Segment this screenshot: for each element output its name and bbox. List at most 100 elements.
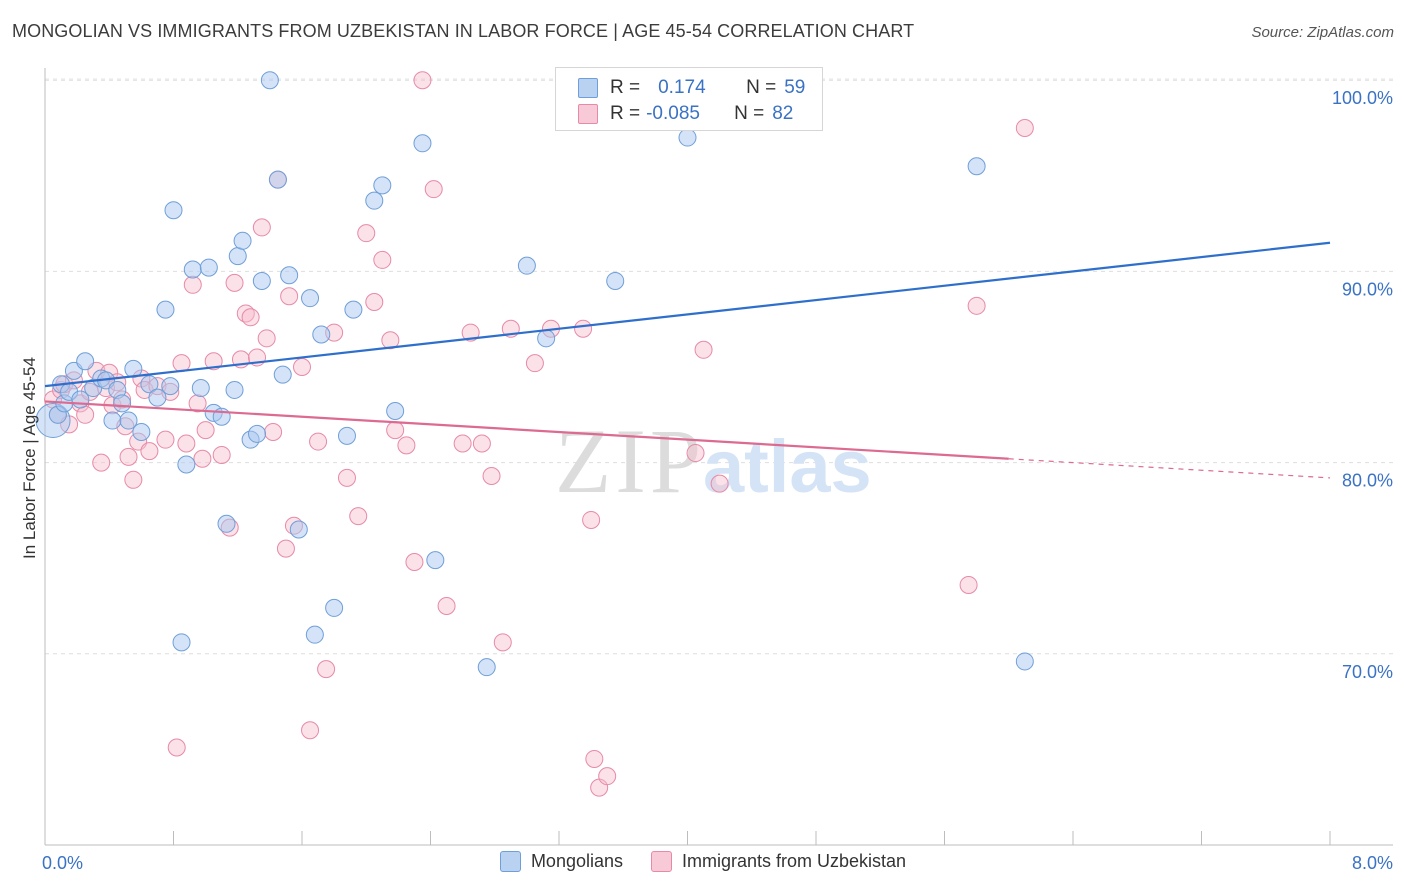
- uzbekistan-point: [309, 432, 328, 451]
- legend-swatch-blue: [578, 78, 598, 98]
- uzbekistan-point: [405, 553, 424, 572]
- uzbekistan-point: [183, 275, 202, 294]
- mongolian-point: [325, 598, 344, 617]
- mongolian-point: [365, 191, 384, 210]
- x-tick-label: 8.0%: [1352, 853, 1393, 873]
- uzbekistan-point: [264, 423, 283, 442]
- mongolian-point: [477, 658, 496, 677]
- uzbekistan-point: [280, 287, 299, 306]
- uzbekistan-point: [694, 340, 713, 359]
- y-tick-label: 90.0%: [1342, 279, 1393, 299]
- watermark-zip: ZIP: [555, 410, 705, 512]
- mongolian-point: [124, 359, 143, 378]
- mongolian-point: [217, 514, 236, 533]
- mongolian-point: [119, 411, 138, 430]
- uzbekistan-points: [44, 71, 1034, 797]
- uzbekistan-point: [349, 507, 368, 526]
- uzbekistan-point: [257, 329, 276, 348]
- watermark-atlas: atlas: [703, 425, 872, 508]
- uzbekistan-trend-extension: [1008, 458, 1331, 479]
- uzbekistan-point: [1015, 119, 1034, 137]
- mongolian-point: [413, 134, 432, 153]
- uzbekistan-point: [598, 767, 617, 786]
- mongolian-point: [305, 625, 324, 644]
- uzbekistan-point: [76, 405, 95, 424]
- y-tick-label: 80.0%: [1342, 471, 1393, 491]
- watermark: ZIP atlas: [555, 410, 872, 512]
- legend-label-mongolians: Mongolians: [530, 851, 623, 871]
- uzbekistan-point: [119, 447, 138, 466]
- uzbekistan-point: [357, 224, 376, 243]
- uzbekistan-point: [193, 449, 212, 468]
- mongolian-point: [386, 401, 405, 420]
- mongolian-point: [289, 520, 308, 539]
- mongolian-point: [225, 380, 244, 399]
- uzbekistan-point: [585, 749, 604, 768]
- mongolian-point: [172, 633, 191, 652]
- mongolian-point: [248, 424, 267, 443]
- uzbekistan-point: [373, 250, 392, 269]
- mongolian-point: [113, 394, 132, 413]
- mongolian-point: [268, 170, 287, 189]
- uzbekistan-point: [967, 296, 986, 315]
- legend-r-value: 0.174: [658, 77, 706, 98]
- uzbekistan-point: [686, 444, 705, 463]
- x-tick-label: 0.0%: [42, 853, 83, 873]
- legend-swatch-blue: [499, 851, 521, 872]
- legend-label-uzbekistan: Immigrants from Uzbekistan: [682, 851, 907, 871]
- uzbekistan-point: [413, 71, 432, 90]
- legend-swatch-pink: [578, 104, 598, 124]
- legend-row-mongolians: R = 0.174 N = 59: [578, 75, 805, 101]
- mongolian-point: [156, 300, 175, 319]
- legend-r-label: R =: [610, 77, 641, 98]
- gridlines: [45, 78, 1393, 655]
- mongolian-point: [252, 271, 271, 290]
- legend-n-label: N =: [746, 77, 777, 98]
- mongolian-point: [426, 551, 445, 570]
- mongolian-point: [148, 388, 167, 407]
- mongolian-point: [606, 271, 625, 290]
- uzbekistan-point: [225, 273, 244, 292]
- uzbekistan-point: [293, 358, 311, 376]
- uzbekistan-point: [177, 434, 196, 453]
- uzbekistan-point: [140, 442, 159, 461]
- uzbekistan-point: [156, 430, 175, 449]
- uzbekistan-trend-line: [44, 400, 1009, 460]
- correlation-legend: R = 0.174 N = 59 R = -0.085 N = 82: [555, 67, 823, 131]
- uzbekistan-point: [301, 721, 320, 740]
- uzbekistan-point: [437, 597, 456, 615]
- uzbekistan-point: [461, 323, 480, 342]
- uzbekistan-point: [196, 421, 215, 440]
- mongolian-point: [132, 423, 151, 442]
- mongolian-point: [537, 329, 556, 348]
- uzbekistan-point: [582, 510, 601, 529]
- uzbekistan-point: [212, 445, 231, 464]
- uzbekistan-point: [959, 575, 978, 594]
- uzbekistan-point: [381, 331, 400, 350]
- uzbekistan-point: [397, 436, 416, 455]
- mongolian-point: [678, 128, 697, 147]
- mongolian-point: [273, 365, 292, 384]
- trend-lines: [44, 241, 1331, 479]
- mongolian-point: [1015, 652, 1034, 671]
- tick-labels: 70.0% 80.0% 90.0% 100.0% 0.0% 8.0%: [42, 88, 1393, 873]
- uzbekistan-point: [710, 474, 729, 493]
- mongolian-point: [260, 71, 279, 90]
- series-legend: Mongolians Immigrants from Uzbekistan: [0, 851, 1406, 872]
- mongolian-point: [161, 377, 180, 396]
- uzbekistan-point: [472, 434, 491, 453]
- y-tick-label: 100.0%: [1332, 88, 1393, 108]
- mongolian-point: [344, 300, 363, 319]
- source-label: Source: ZipAtlas.com: [1251, 24, 1394, 41]
- legend-r-value: -0.085: [646, 103, 700, 124]
- mongolian-point: [191, 379, 210, 398]
- legend-row-uzbekistan: R = -0.085 N = 82: [578, 101, 793, 127]
- uzbekistan-point: [365, 292, 384, 311]
- uzbekistan-point: [241, 308, 260, 327]
- legend-n-label: N =: [734, 103, 765, 124]
- mongolian-point: [164, 201, 183, 220]
- uzbekistan-point: [453, 434, 472, 453]
- mongolian-point: [103, 411, 122, 430]
- legend-swatch-pink: [651, 851, 672, 872]
